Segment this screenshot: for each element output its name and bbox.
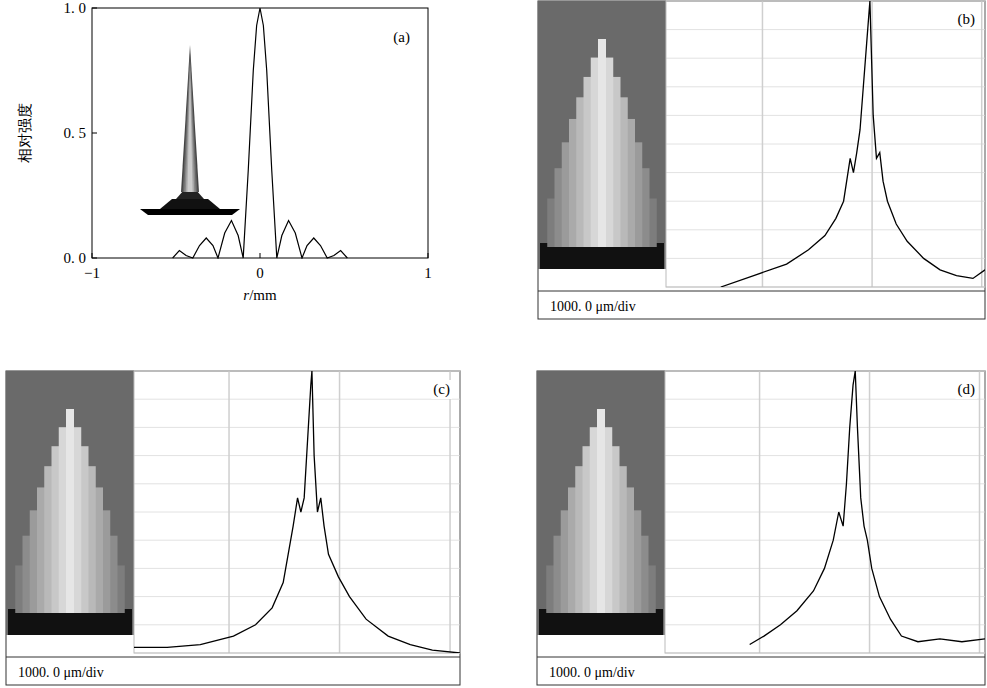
grid-line-y [134,483,460,484]
grid-line-y [665,596,985,597]
grid-line-y [666,201,985,202]
screenshot-frame [537,371,985,685]
grid-line-y [666,258,985,259]
footer-line [538,291,985,292]
scale-annotation: 1000. 0 μm/div [18,665,104,680]
grid-line-y [666,29,985,30]
inset-spike [187,77,192,192]
x-axis-title-part: /mm [249,287,277,303]
x-tick-label: 0 [256,265,264,281]
grid-line-y [666,86,985,87]
plot-frame [666,1,985,287]
label-patch [431,380,452,399]
grid-line-y [665,427,985,428]
grid-line-x [759,371,761,653]
image-layer [597,409,605,613]
image-layer [598,39,606,247]
grid-line-y [134,427,460,428]
panel-b: 1000. 0 μm/div (b) [538,1,985,319]
plot-frame [665,371,985,653]
grid-line-y [666,172,985,173]
grid-line-y [134,540,460,541]
plot-data [134,371,460,653]
grid-line-y [134,596,460,597]
grid-line-y [665,483,985,484]
image-ground [6,371,134,635]
inset-spike [186,69,194,192]
y-tick-label: 1. 0 [64,0,87,16]
x-tick-label: −1 [84,265,100,281]
inset-base [140,209,240,215]
profile-line [721,1,985,287]
inset-image [140,45,240,215]
grid-line-y [134,399,460,400]
grid-line-x [449,371,451,653]
footer-line [6,657,460,658]
plot-data [173,8,348,258]
panel-d: 1000. 0 μm/div (d) [537,371,985,685]
scale-annotation: 1000. 0 μm/div [549,665,635,680]
panel-label: (c) [433,381,450,398]
image-ground [538,1,666,269]
x-tick-label: 1 [424,265,432,281]
y-tick [92,133,97,134]
y-tick-label: 0. 5 [64,125,87,141]
grid-line-y [666,115,985,116]
plot-data [750,371,985,645]
panel-a: −1 0 1 0. 0 0. 5 1. 0 r/mm 相对强度 (a) [16,0,432,303]
grid-line-y [134,512,460,513]
grid-line-y [665,455,985,456]
beam-image [538,1,666,269]
label-patch [956,10,978,29]
image-ground [537,371,665,635]
profile-line [173,8,348,258]
plot-frame [134,371,460,653]
footer-line [537,657,985,658]
y-tick-label: 0. 0 [64,250,87,266]
profile-line [134,371,460,653]
label-patch [956,380,978,399]
grid-line-y [134,624,460,625]
plot-data [721,1,985,287]
panel-c: 1000. 0 μm/div (c) [6,371,460,685]
grid-line-y [134,568,460,569]
panel-label: (b) [958,11,976,28]
grid-line-y [665,512,985,513]
inset-spike [183,53,198,192]
grid-line-y [666,58,985,59]
inset-spike [181,45,199,192]
inset-mound [160,199,220,209]
x-tick [428,253,429,258]
panel-label: (a) [393,29,410,46]
x-tick [260,253,261,258]
y-tick [92,8,97,9]
grid-line-x [762,1,764,287]
grid-line-y [665,399,985,400]
screenshot-frame [538,1,985,319]
grid-line-x [228,371,230,653]
grid-line-y [134,455,460,456]
profile-line [750,371,985,645]
grid-line-y [665,540,985,541]
y-axis-title: 相对强度 [16,103,34,163]
grid-line-y [666,229,985,230]
grid-line-x [981,1,983,287]
plot-frame [92,8,428,258]
scale-annotation: 1000. 0 μm/div [550,299,636,314]
grid-line-x [339,371,341,653]
inset-spike [184,61,196,192]
x-axis-title: r/mm [243,287,277,303]
grid-line-y [665,624,985,625]
figure: −1 0 1 0. 0 0. 5 1. 0 r/mm 相对强度 (a) 1000. 0 μm/di… [0,0,987,688]
grid-line-y [666,144,985,145]
beam-image [6,371,134,635]
panel-label: (d) [958,381,976,398]
grid-line-x [869,371,871,653]
screenshot-frame [6,371,460,685]
x-tick [92,253,93,258]
beam-image [537,371,665,635]
image-layer [66,409,74,613]
grid-line-x [979,371,981,653]
y-tick [92,258,97,259]
